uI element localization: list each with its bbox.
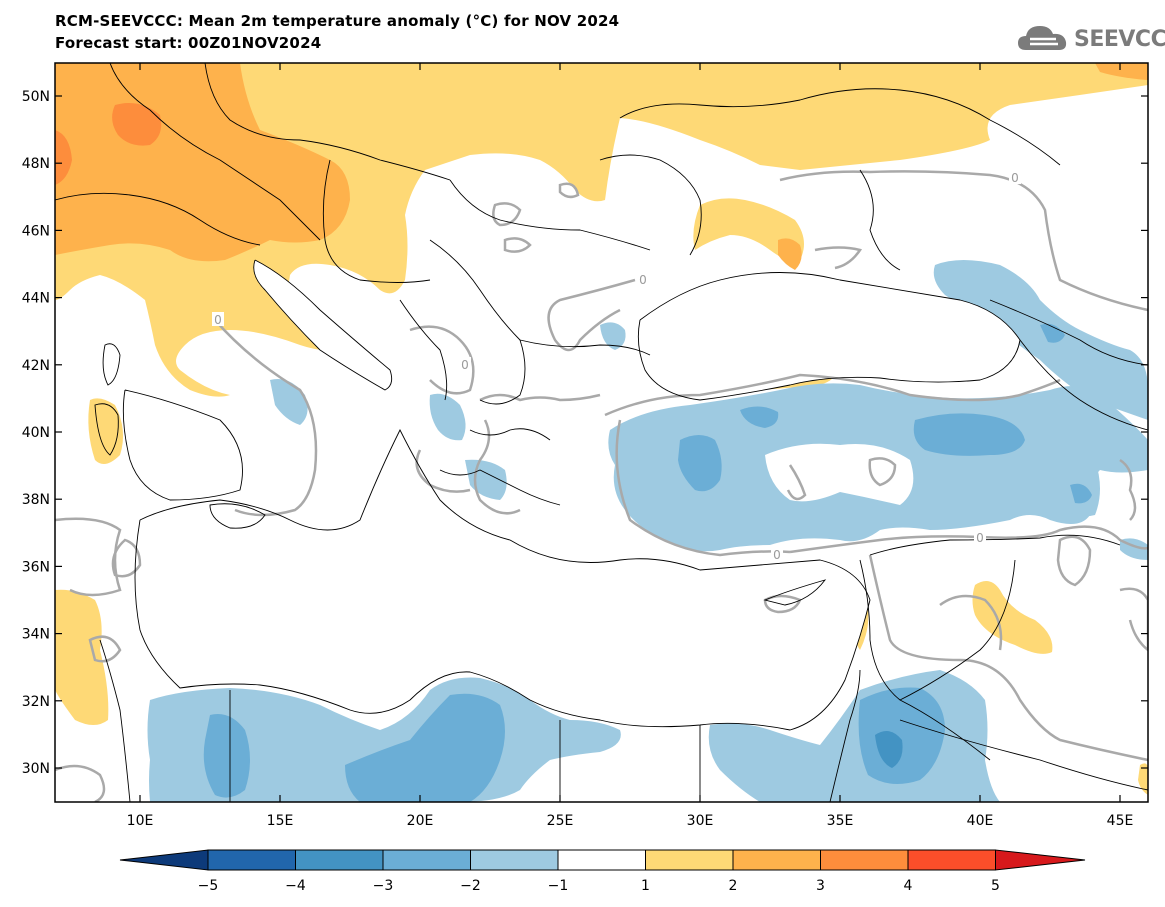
warm-anomaly-syria	[972, 581, 1053, 654]
cool-anomaly-jordan-core	[858, 687, 945, 784]
lat-label: 44N	[22, 291, 50, 307]
colorbar-segment	[295, 849, 384, 871]
colorbar-segment	[907, 849, 996, 871]
warm-anomaly-alps-core	[112, 102, 162, 146]
black-sea	[638, 272, 1020, 400]
colorbar-segment	[382, 849, 471, 871]
colorbar-segment	[557, 849, 646, 871]
cool-anomaly-anatolia-east-core	[913, 413, 1025, 456]
contour-label: 0	[461, 358, 469, 372]
contour-labels: 0 0 0 0 0 0	[212, 170, 1021, 562]
cool-anomaly-libya-core	[203, 714, 250, 798]
lat-label: 42N	[22, 358, 50, 374]
cool-anomaly-caucasus	[933, 260, 1148, 420]
lat-label: 32N	[22, 694, 50, 710]
contour-label: 0	[1011, 171, 1019, 185]
contour-label-bg	[974, 530, 986, 544]
cool-anomaly-iraq-core	[1070, 483, 1092, 504]
lon-label: 20E	[407, 813, 434, 829]
zero-contours	[55, 170, 1148, 802]
lon-label: 10E	[127, 813, 154, 829]
cool-anomaly-cyrenaica-core	[345, 693, 505, 802]
colorbar-label: −4	[285, 878, 306, 894]
colorbar-segment	[732, 849, 821, 871]
lat-label: 40N	[22, 425, 50, 441]
colorbar-extend-high	[995, 849, 1086, 871]
latitude-axis: 50N 48N 46N 44N 42N 40N 38N 36N 34N 32N 30N	[22, 89, 1148, 777]
colorbar-label: 1	[641, 878, 650, 894]
lat-label: 48N	[22, 156, 50, 172]
cool-anomaly-bulgaria	[600, 322, 626, 350]
lon-label: 35E	[827, 813, 854, 829]
lat-label: 50N	[22, 89, 50, 105]
colorbar-label: 3	[816, 878, 825, 894]
warm-anomaly-north	[55, 63, 1148, 397]
lat-label: 34N	[22, 627, 50, 643]
colorbar-label: −5	[198, 878, 219, 894]
mediterranean-sea	[135, 430, 870, 730]
cool-anomaly-italy	[270, 379, 308, 425]
cool-anomaly-jordan-peak	[875, 731, 903, 768]
warm-anomaly-crimea	[693, 198, 804, 262]
cool-anomaly-georgia-core	[1040, 323, 1065, 343]
contour-label: 0	[214, 313, 222, 327]
warm-anomaly-northeast-edge	[1095, 63, 1148, 80]
colorbar-segment	[820, 849, 909, 871]
colorbar-segment	[207, 849, 296, 871]
colorbar-segment	[645, 849, 734, 871]
lon-label: 25E	[547, 813, 574, 829]
colorbar-label: −2	[460, 878, 481, 894]
seevccc-logo: SEEVCCC	[1016, 20, 1165, 56]
cool-anomaly-libya	[147, 677, 621, 802]
contour-label-bg	[637, 272, 649, 286]
lat-label: 36N	[22, 559, 50, 575]
contour-label: 0	[639, 273, 647, 287]
map-subtitle: Forecast start: 00Z01NOV2024	[55, 34, 322, 52]
lat-label: 38N	[22, 492, 50, 508]
warm-anomaly-france-core	[55, 130, 72, 185]
warm-anomaly-tunisia	[55, 589, 109, 725]
warm-anomaly-crimea-strong	[778, 238, 802, 270]
cloud-icon	[1018, 26, 1067, 50]
colorbar-label: 2	[729, 878, 738, 894]
lon-label: 45E	[1107, 813, 1134, 829]
colorbar-label: 4	[904, 878, 913, 894]
cool-anomaly-anatolia-west-core	[740, 406, 779, 428]
map-field	[55, 63, 1148, 802]
contour-label-bg	[771, 547, 783, 561]
colorbar-label: 5	[991, 878, 1000, 894]
contour-label: 0	[976, 531, 984, 545]
colorbar-segment	[470, 849, 559, 871]
contour-label-bg	[1009, 170, 1021, 184]
adriatic-sea	[253, 260, 392, 390]
contour-label: 0	[773, 548, 781, 562]
map-title: RCM-SEEVCCC: Mean 2m temperature anomaly…	[55, 12, 620, 30]
coastlines-borders	[55, 63, 1148, 802]
longitude-axis: 10E 15E 20E 25E 30E 35E 40E 45E	[127, 63, 1134, 829]
cool-anomaly-anatolia-core	[678, 435, 722, 492]
lat-label: 30N	[22, 761, 50, 777]
colorbar: −5 −4 −3 −2 −1 1 2 3 4 5	[119, 849, 1086, 894]
lat-label: 46N	[22, 223, 50, 239]
lon-label: 30E	[687, 813, 714, 829]
logo-text: SEEVCCC	[1074, 27, 1165, 52]
contour-label-bg	[459, 357, 471, 371]
lon-label: 15E	[267, 813, 294, 829]
colorbar-extend-low	[119, 849, 209, 871]
colorbar-label: −3	[373, 878, 394, 894]
lon-label: 40E	[967, 813, 994, 829]
cool-anomaly-albania	[429, 393, 466, 441]
contour-label-bg	[212, 312, 224, 326]
warm-anomaly-east-edge	[1138, 763, 1148, 795]
colorbar-label: −1	[548, 878, 569, 894]
